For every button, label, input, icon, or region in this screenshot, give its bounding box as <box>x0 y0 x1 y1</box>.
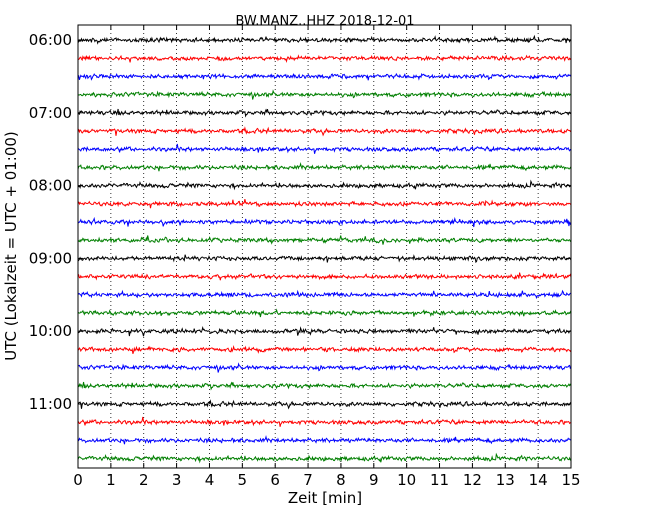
x-tick-label: 13 <box>496 471 515 489</box>
x-axis-ticks: 0 1 2 3 4 5 6 7 8 9 10 11 12 13 14 15 <box>73 25 581 489</box>
trace-1115 <box>77 416 572 427</box>
y-tick-label: 08:00 <box>29 177 72 195</box>
x-tick-label: 4 <box>205 471 215 489</box>
seismic-traces <box>77 34 572 464</box>
y-axis-label: UTC (Lokalzeit = UTC + 01:00) <box>2 131 20 361</box>
x-tick-label: 15 <box>561 471 580 489</box>
trace-0645 <box>77 89 572 100</box>
trace-1030 <box>77 362 572 373</box>
x-tick-label: 6 <box>270 471 280 489</box>
x-tick-label: 1 <box>106 471 116 489</box>
trace-1045 <box>77 381 572 391</box>
x-axis-label: Zeit [min] <box>288 489 362 507</box>
trace-0600 <box>77 34 572 45</box>
trace-0800 <box>77 179 572 191</box>
trace-0630 <box>78 72 572 81</box>
y-tick-label: 09:00 <box>29 249 72 267</box>
y-tick-label: 07:00 <box>29 104 72 122</box>
trace-0915 <box>77 272 572 281</box>
trace-0815 <box>77 198 572 209</box>
trace-0715 <box>77 126 572 137</box>
trace-1145 <box>77 452 572 464</box>
x-tick-label: 12 <box>463 471 482 489</box>
y-axis-ticks: 06:00 07:00 08:00 09:00 10:00 11:00 <box>29 31 571 413</box>
trace-0830 <box>77 216 572 228</box>
y-tick-label: 10:00 <box>29 322 72 340</box>
x-tick-label: 0 <box>73 471 83 489</box>
x-tick-label: 9 <box>369 471 379 489</box>
trace-1000 <box>77 325 572 337</box>
x-tick-label: 5 <box>238 471 248 489</box>
trace-0845 <box>77 235 572 245</box>
trace-0900 <box>77 254 572 264</box>
chart-title: BW.MANZ..HHZ 2018-12-01 <box>235 14 414 29</box>
x-tick-label: 14 <box>529 471 548 489</box>
y-tick-label: 11:00 <box>29 395 72 413</box>
x-tick-label: 10 <box>397 471 416 489</box>
x-tick-label: 11 <box>430 471 449 489</box>
x-tick-label: 7 <box>303 471 313 489</box>
trace-0730 <box>77 143 571 154</box>
trace-1015 <box>78 344 572 354</box>
trace-0930 <box>77 289 571 300</box>
x-tick-label: 3 <box>172 471 182 489</box>
y-tick-label: 06:00 <box>29 31 72 49</box>
trace-0745 <box>77 162 572 172</box>
trace-0615 <box>77 54 572 63</box>
trace-1100 <box>77 399 572 410</box>
plot-frame <box>77 24 572 469</box>
trace-0700 <box>77 108 572 118</box>
trace-0945 <box>77 308 572 318</box>
x-tick-label: 8 <box>336 471 346 489</box>
vertical-gridlines <box>110 25 539 468</box>
trace-1130 <box>77 435 572 445</box>
x-tick-label: 2 <box>139 471 149 489</box>
